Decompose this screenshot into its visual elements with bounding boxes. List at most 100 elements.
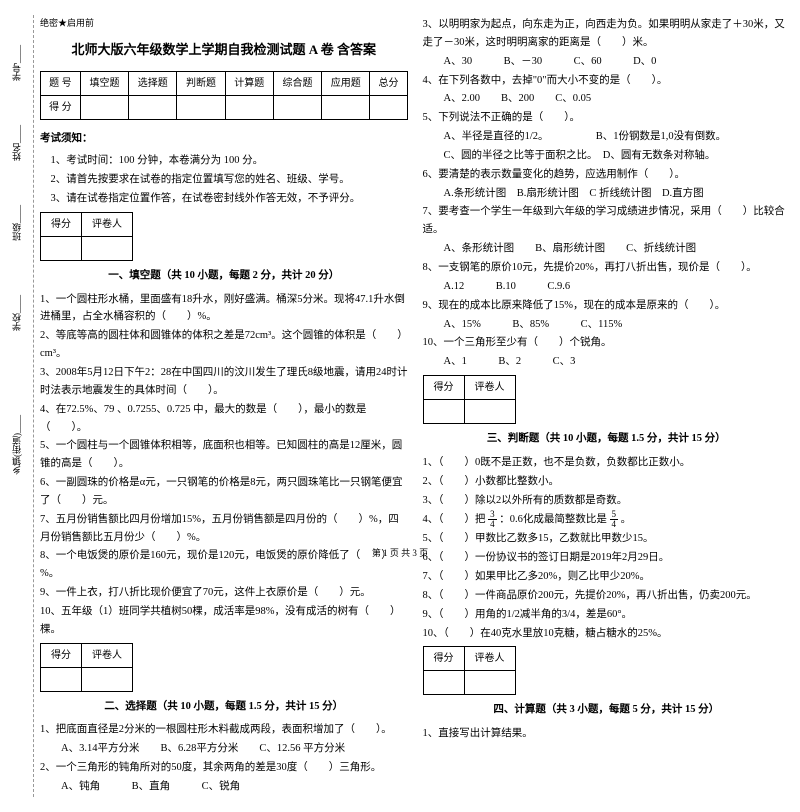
th: 判断题 <box>177 72 225 96</box>
q: 3、2008年5月12日下午2：28在中国四川的汶川发生了理氏8级地震，请用24… <box>40 364 408 400</box>
td: 评卷人 <box>464 647 515 671</box>
th: 计算题 <box>225 72 273 96</box>
score-table: 题 号 填空题 选择题 判断题 计算题 综合题 应用题 总分 得 分 <box>40 71 408 120</box>
th: 总分 <box>370 72 407 96</box>
td[interactable] <box>464 400 515 424</box>
grader-table: 得分评卷人 <box>40 212 133 261</box>
section1-title: 一、填空题（共 10 小题，每题 2 分，共计 20 分） <box>40 267 408 285</box>
section4-title: 四、计算题（共 3 小题，每题 5 分，共计 15 分） <box>423 701 791 719</box>
column-right: 3、以明明家为起点，向东走为正，向西走为负。如果明明从家走了＋30米，又走了－3… <box>423 15 791 797</box>
margin-name: 姓名____ <box>10 125 23 161</box>
grader-table: 得分评卷人 <box>423 646 516 695</box>
notice-head: 考试须知： <box>40 130 408 148</box>
opts: A、1 B、2 C、3 <box>423 353 791 371</box>
td: 得分 <box>41 643 82 667</box>
notice-item: 2、请首先按要求在试卷的指定位置填写您的姓名、班级、学号。 <box>40 171 408 189</box>
q: 9、现在的成本比原来降低了15%，现在的成本是原来的（ ）。 <box>423 297 791 315</box>
fold-line <box>33 15 34 797</box>
q: 3、以明明家为起点，向东走为正，向西走为负。如果明明从家走了＋30米，又走了－3… <box>423 16 791 52</box>
td[interactable] <box>464 671 515 695</box>
td[interactable] <box>423 400 464 424</box>
th: 应用题 <box>322 72 370 96</box>
td: 得分 <box>423 376 464 400</box>
q: 2、一个三角形的钝角所对的50度，其余两角的差是30度（ ）三角形。 <box>40 759 408 777</box>
q: 10、一个三角形至少有（ ）个锐角。 <box>423 334 791 352</box>
td[interactable] <box>322 96 370 120</box>
q: 2、等底等高的圆柱体和圆锥体的体积之差是72cm³。这个圆锥的体积是（ ）cm³… <box>40 327 408 363</box>
th: 题 号 <box>41 72 81 96</box>
q: 7、五月份销售额比四月份增加15%，五月份销售额是四月份的（ ）%，四月份销售额… <box>40 511 408 547</box>
opts: A、3.14平方分米 B、6.28平方分米 C、12.56 平方分米 <box>40 740 408 758</box>
td: 得分 <box>423 647 464 671</box>
opts: A、半径是直径的1/2。 B、1份钢数是1,0没有倒数。 <box>423 128 791 146</box>
td: 评卷人 <box>82 643 133 667</box>
td[interactable] <box>423 671 464 695</box>
q: 9、一件上衣，打八折比现价便宜了70元，这件上衣原价是（ ）元。 <box>40 584 408 602</box>
opts: C、圆的半径之比等于面积之比。 D、圆有无数条对称轴。 <box>423 147 791 165</box>
q: 1、直接写出计算结果。 <box>423 725 791 743</box>
td: 评卷人 <box>464 376 515 400</box>
column-left: 绝密★启用前 北师大版六年级数学上学期自我检测试题 A 卷 含答案 题 号 填空… <box>40 15 408 797</box>
q: 5、一个圆柱与一个圆锥体积相等，底面积也相等。已知圆柱的高是12厘米，圆锥的高是… <box>40 437 408 473</box>
q: 7、（ ）如果甲比乙多20%，则乙比甲少20%。 <box>423 568 791 586</box>
q: 6、要清楚的表示数量变化的趋势，应选用制作（ ）。 <box>423 166 791 184</box>
notice-item: 3、请在试卷指定位置作答，在试卷密封线外作答无效，不予评分。 <box>40 190 408 208</box>
main-content: 绝密★启用前 北师大版六年级数学上学期自我检测试题 A 卷 含答案 题 号 填空… <box>40 15 790 797</box>
q: 1、把底面直径是2分米的一根圆柱形木料截成两段，表面积增加了（ ）。 <box>40 721 408 739</box>
q: 4、（ ）把 34 ：0.6化成最简整数比是 54 。 <box>423 510 791 529</box>
q: 1、（ ）0既不是正数，也不是负数，负数都比正数小。 <box>423 454 791 472</box>
margin-class: 班级____ <box>10 205 23 241</box>
td[interactable] <box>177 96 225 120</box>
td[interactable] <box>225 96 273 120</box>
table-row: 题 号 填空题 选择题 判断题 计算题 综合题 应用题 总分 <box>41 72 408 96</box>
td[interactable] <box>370 96 407 120</box>
td[interactable] <box>82 667 133 691</box>
exam-title: 北师大版六年级数学上学期自我检测试题 A 卷 含答案 <box>40 39 408 61</box>
margin-town: 乡镇(街道)____ <box>10 415 23 475</box>
page-footer: 第 1 页 共 3 页 <box>0 546 800 559</box>
section3-title: 三、判断题（共 10 小题，每题 1.5 分，共计 15 分） <box>423 430 791 448</box>
q: 5、下列说法不正确的是（ ）。 <box>423 109 791 127</box>
q: 1、一个圆柱形水桶，里面盛有18升水，刚好盛满。桶深5分米。现将47.1升水倒进… <box>40 291 408 327</box>
opts: A、30 B、－30 C、60 D、0 <box>423 53 791 71</box>
td[interactable] <box>82 236 133 260</box>
q: 7、要考查一个学生一年级到六年级的学习成绩进步情况，采用（ ）比较合适。 <box>423 203 791 239</box>
td[interactable] <box>41 667 82 691</box>
margin-school: 学校____ <box>10 295 23 331</box>
td[interactable] <box>129 96 177 120</box>
td: 得 分 <box>41 96 81 120</box>
table-row: 得 分 <box>41 96 408 120</box>
q: 9、（ ）用角的1/2减半角的3/4，差是60°。 <box>423 606 791 624</box>
opts: A、2.00 B、200 C、0.05 <box>423 90 791 108</box>
opts: A、钝角 B、直角 C、锐角 <box>40 778 408 796</box>
q: 6、一副圆珠的价格是α元，一只钢笔的价格是8元，两只圆珠笔比一只钢笔便宜了（ ）… <box>40 474 408 510</box>
q: 4、在下列各数中，去掉"0"而大小不变的是（ ）。 <box>423 72 791 90</box>
opts: A.12 B.10 C.9.6 <box>423 278 791 296</box>
q: 10、五年级（1）班同学共植树50棵，成活率是98%，没有成活的树有（ ）棵。 <box>40 603 408 639</box>
th: 综合题 <box>273 72 321 96</box>
fraction-icon: 34 <box>488 510 497 529</box>
secrecy-tag: 绝密★启用前 <box>40 16 408 31</box>
opts: A、15% B、85% C、115% <box>423 316 791 334</box>
q: 3、（ ）除以2以外所有的质数都是奇数。 <box>423 492 791 510</box>
td: 得分 <box>41 212 82 236</box>
q: 8、（ ）一件商品原价200元，先提价20%，再八折出售，仍卖200元。 <box>423 587 791 605</box>
td[interactable] <box>80 96 128 120</box>
grader-table: 得分评卷人 <box>40 643 133 692</box>
q: 4、在72.5%、79 、0.7255、0.725 中，最大的数是（ ），最小的… <box>40 401 408 437</box>
th: 选择题 <box>129 72 177 96</box>
th: 填空题 <box>80 72 128 96</box>
q: 2、（ ）小数都比整数小。 <box>423 473 791 491</box>
q: 8、一支钢笔的原价10元，先提价20%，再打八折出售，现价是（ ）。 <box>423 259 791 277</box>
q4-end: 。 <box>621 514 632 525</box>
q4-pre: 4、（ ）把 <box>423 514 486 525</box>
q: 10、（ ）在40克水里放10克糖，糖占糖水的25%。 <box>423 625 791 643</box>
notice-item: 1、考试时间：100 分钟，本卷满分为 100 分。 <box>40 152 408 170</box>
td[interactable] <box>41 236 82 260</box>
td[interactable] <box>273 96 321 120</box>
binding-margin: 学号____ 姓名____ 班级____ 学校____ 乡镇(街道)____ <box>10 15 40 797</box>
td: 评卷人 <box>82 212 133 236</box>
margin-studentid: 学号____ <box>10 45 23 81</box>
grader-table: 得分评卷人 <box>423 375 516 424</box>
section2-title: 二、选择题（共 10 小题，每题 1.5 分，共计 15 分） <box>40 698 408 716</box>
